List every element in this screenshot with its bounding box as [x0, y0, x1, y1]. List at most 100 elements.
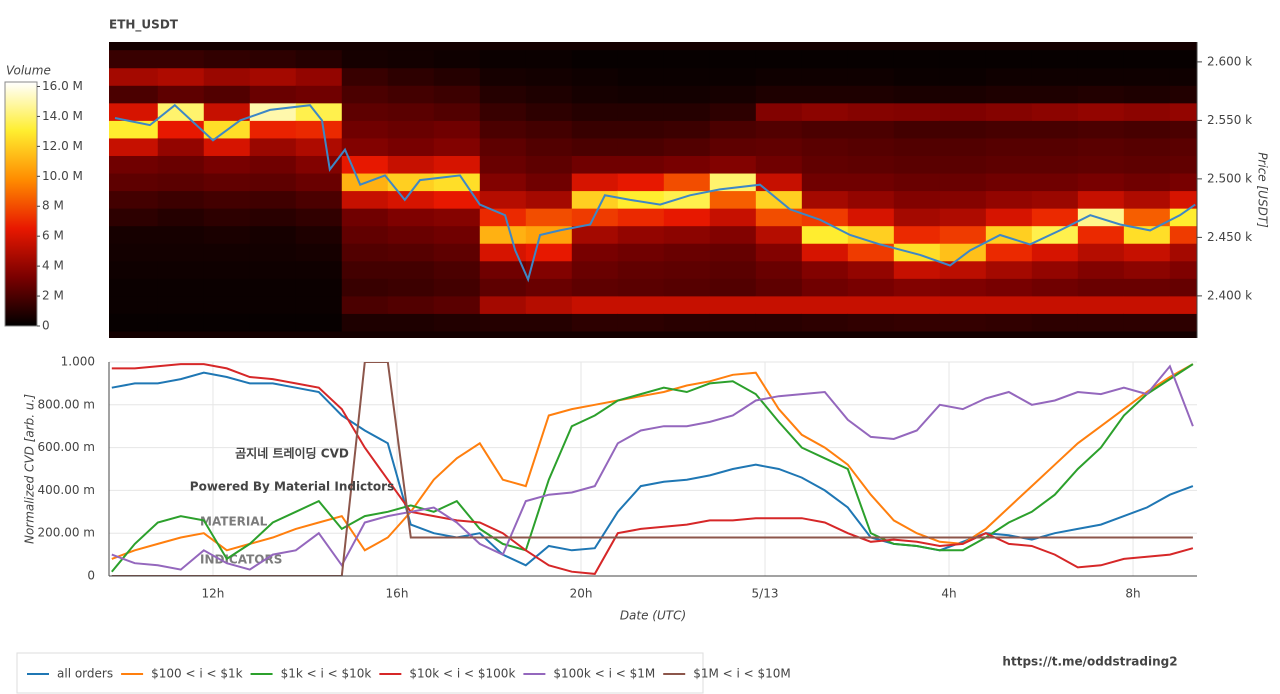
heatmap-cell: [387, 260, 435, 279]
heatmap-cell: [1077, 313, 1125, 332]
heatmap-cell: [801, 278, 849, 297]
heatmap-cell: [109, 225, 159, 244]
heatmap-cell: [203, 208, 251, 227]
heatmap-cell: [1031, 295, 1079, 314]
heatmap-cell: [387, 102, 435, 121]
heatmap-cell: [1123, 102, 1171, 121]
watermark: INDICATORS: [200, 553, 282, 567]
heatmap-cell: [755, 102, 803, 121]
heatmap-cell: [801, 85, 849, 104]
heatmap-cell: [1031, 67, 1079, 86]
price-line: [114, 103, 1196, 283]
footer-link: https://t.me/oddstrading2: [1002, 655, 1177, 669]
heatmap-cell: [617, 208, 665, 227]
heatmap-cell: [387, 155, 435, 174]
heatmap-cell: [525, 120, 573, 139]
heatmap-cell: [109, 102, 159, 121]
heatmap-cell: [203, 67, 251, 86]
heatmap-cell: [1123, 155, 1171, 174]
heatmap-cell: [341, 120, 389, 139]
colorbar-tick-label: 16.0 M: [42, 79, 83, 93]
heatmap-cell: [1077, 260, 1125, 279]
heatmap-cell: [755, 295, 803, 314]
heatmap-cell: [295, 295, 343, 314]
heatmap-cell: [1031, 120, 1079, 139]
heatmap-cell: [801, 50, 849, 69]
series-line: [111, 363, 1194, 573]
heatmap-cell: [341, 295, 389, 314]
heatmap-cell: [939, 67, 987, 86]
heatmap-cell: [1169, 243, 1197, 262]
heatmap-cell: [295, 85, 343, 104]
heatmap-cell: [663, 260, 711, 279]
heatmap-cell: [295, 243, 343, 262]
heatmap-cell: [617, 173, 665, 192]
heatmap-cell: [1169, 260, 1197, 279]
heatmap-cell: [1077, 243, 1125, 262]
heatmap-cell: [249, 260, 297, 279]
heatmap-cell: [617, 278, 665, 297]
heatmap-cell: [525, 260, 573, 279]
heatmap-cell: [433, 225, 481, 244]
heatmap-cell: [1123, 50, 1171, 69]
heatmap-cell: [617, 137, 665, 156]
overlay-text: Powered By Material Indictors: [190, 480, 394, 494]
heatmap-cell: [341, 137, 389, 156]
heatmap-cell: [203, 260, 251, 279]
heatmap-cell: [295, 50, 343, 69]
heatmap-cell: [1031, 50, 1079, 69]
heatmap-cell: [249, 190, 297, 209]
heatmap-cell: [801, 155, 849, 174]
heatmap-cell: [571, 120, 619, 139]
heatmap-cell: [1169, 208, 1197, 227]
heatmap-cell: [479, 278, 527, 297]
heatmap-cell: [893, 295, 941, 314]
heatmap-cell: [341, 243, 389, 262]
heatmap-cell: [893, 260, 941, 279]
series-lines: [111, 362, 1194, 576]
y-tick-label: 800.00 m: [38, 397, 96, 411]
heatmap-cell: [295, 67, 343, 86]
heatmap-cell: [939, 137, 987, 156]
heatmap-cell: [1031, 102, 1079, 121]
heatmap-cell: [709, 260, 757, 279]
heatmap-cell: [1031, 155, 1079, 174]
heatmap-cell: [1169, 313, 1197, 332]
heatmap-cell: [1031, 225, 1079, 244]
y-tick-label: 2.500 k: [1207, 171, 1252, 185]
heatmap-cell: [109, 208, 159, 227]
colorbar-tick-label: 0: [42, 319, 50, 333]
heatmap-cell: [709, 225, 757, 244]
heatmap-cell: [617, 313, 665, 332]
heatmap-cell: [341, 190, 389, 209]
heatmap-cell: [709, 313, 757, 332]
heatmap-cell: [939, 85, 987, 104]
heatmap-cell: [1077, 67, 1125, 86]
legend: all orders $100 < i < $1k $1k < i < $10k $1…: [16, 652, 791, 694]
heatmap-cell: [801, 173, 849, 192]
heatmap-cell: [109, 260, 159, 279]
heatmap-cell: [801, 120, 849, 139]
heatmap-cell: [663, 313, 711, 332]
heatmap-cell: [801, 102, 849, 121]
heatmap-cell: [893, 85, 941, 104]
heatmap-cell: [617, 67, 665, 86]
heatmap-cell: [847, 313, 895, 332]
heatmap-cell: [341, 313, 389, 332]
heatmap-cell: [479, 85, 527, 104]
heatmap-cell: [755, 173, 803, 192]
heatmap-cell: [755, 120, 803, 139]
heatmap-cell: [387, 120, 435, 139]
heatmap-cell: [1123, 67, 1171, 86]
heatmap-cell: [1077, 102, 1125, 121]
heatmap-cell: [295, 278, 343, 297]
y-axis-label: Price [USDT]: [1256, 152, 1270, 228]
heatmap-cell: [709, 137, 757, 156]
heatmap-cell: [893, 225, 941, 244]
heatmap-cell: [1123, 313, 1171, 332]
heatmap-cell: [249, 313, 297, 332]
heatmap-cell: [755, 225, 803, 244]
heatmap-cell: [709, 295, 757, 314]
heatmap-cell: [985, 173, 1033, 192]
heatmap-cell: [847, 190, 895, 209]
